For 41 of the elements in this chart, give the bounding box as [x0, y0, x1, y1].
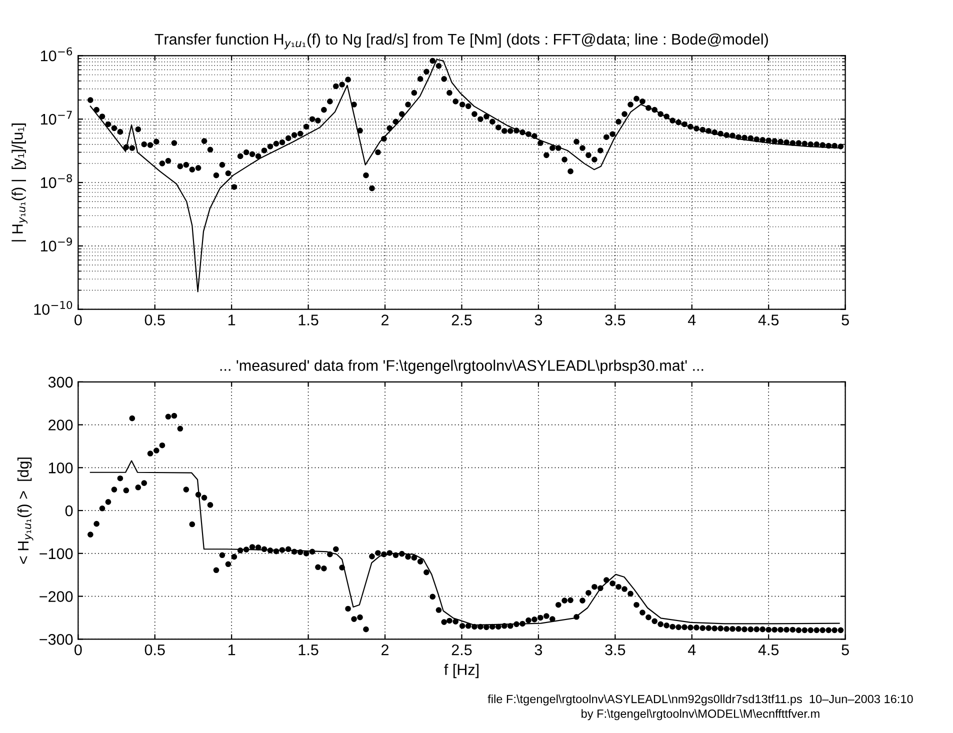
y-tick-label: 10$^{−9}$ — [40, 238, 72, 252]
x-tick-label: 1 — [228, 644, 236, 656]
y-axis-title: < H$_{y₁u₁}$(f) > [dg] — [17, 458, 34, 564]
y-tick-label: −200 — [40, 591, 73, 602]
x-tick-label: 1 — [228, 314, 236, 326]
x-tick-label: 2.5 — [452, 314, 472, 326]
chart-title: Transfer function H$_{y₁u₁}$(f) to Ng [rad/s] from Te [Nm] (dots : FFT@data; line : Bode@model) — [154, 33, 768, 50]
x-tick-label: 0 — [74, 314, 82, 326]
x-tick-label: 2 — [382, 314, 388, 326]
x-tick-label: 0 — [74, 644, 82, 656]
x-tick-label: 3 — [534, 314, 542, 326]
y-tick-label: 10$^{−10}$ — [34, 300, 72, 315]
y-tick-label: 10$^{−8}$ — [40, 174, 72, 188]
x-tick-label: 2 — [382, 644, 388, 656]
y-tick-label: 300 — [48, 376, 73, 388]
y-tick-label: 100 — [48, 462, 73, 474]
x-tick-label: 3 — [534, 644, 542, 656]
text: file F:\tgengel\rgtoolnv\ASYLEADL\nm92gs0lldr7sd13tf11.ps 10–Jun–2003 16:10 — [488, 694, 913, 706]
x-tick-label: 2.5 — [452, 644, 472, 656]
y-tick-label: 10$^{−7}$ — [40, 110, 72, 125]
x-tick-label: 5 — [842, 314, 849, 326]
text: by F:\tgengel\rgtoolnv\MODEL\M\ecnffttfver.m — [582, 709, 820, 720]
y-tick-label: −300 — [40, 634, 73, 645]
y-tick-label: 10$^{−6}$ — [40, 47, 72, 62]
x-tick-label: 3.5 — [605, 644, 626, 656]
x-tick-label: 3.5 — [605, 314, 626, 326]
x-tick-label: 4.5 — [758, 314, 779, 326]
x-tick-label: 0.5 — [144, 314, 165, 326]
x-tick-label: 4.5 — [758, 644, 779, 656]
x-tick-label: 1.5 — [298, 314, 318, 326]
y-axis-title: | H$_{y₁u₁}$(f) | [y₁]/[u₁] — [12, 124, 28, 242]
y-tick-label: 0 — [65, 505, 73, 516]
x-tick-label: 5 — [842, 644, 849, 656]
y-tick-label: 200 — [48, 420, 73, 430]
chart-title: ... 'measured' data from 'F:\tgengel\rgtoolnv\ASYLEADL\prbsp30.mat' ... — [220, 360, 704, 374]
y-tick-label: −100 — [40, 548, 73, 560]
x-tick-label: 4 — [688, 314, 696, 326]
x-tick-label: 1.5 — [298, 644, 318, 656]
x-tick-label: 4 — [688, 644, 696, 656]
x-axis-title: f [Hz] — [444, 664, 478, 678]
x-tick-label: 0.5 — [144, 644, 165, 656]
